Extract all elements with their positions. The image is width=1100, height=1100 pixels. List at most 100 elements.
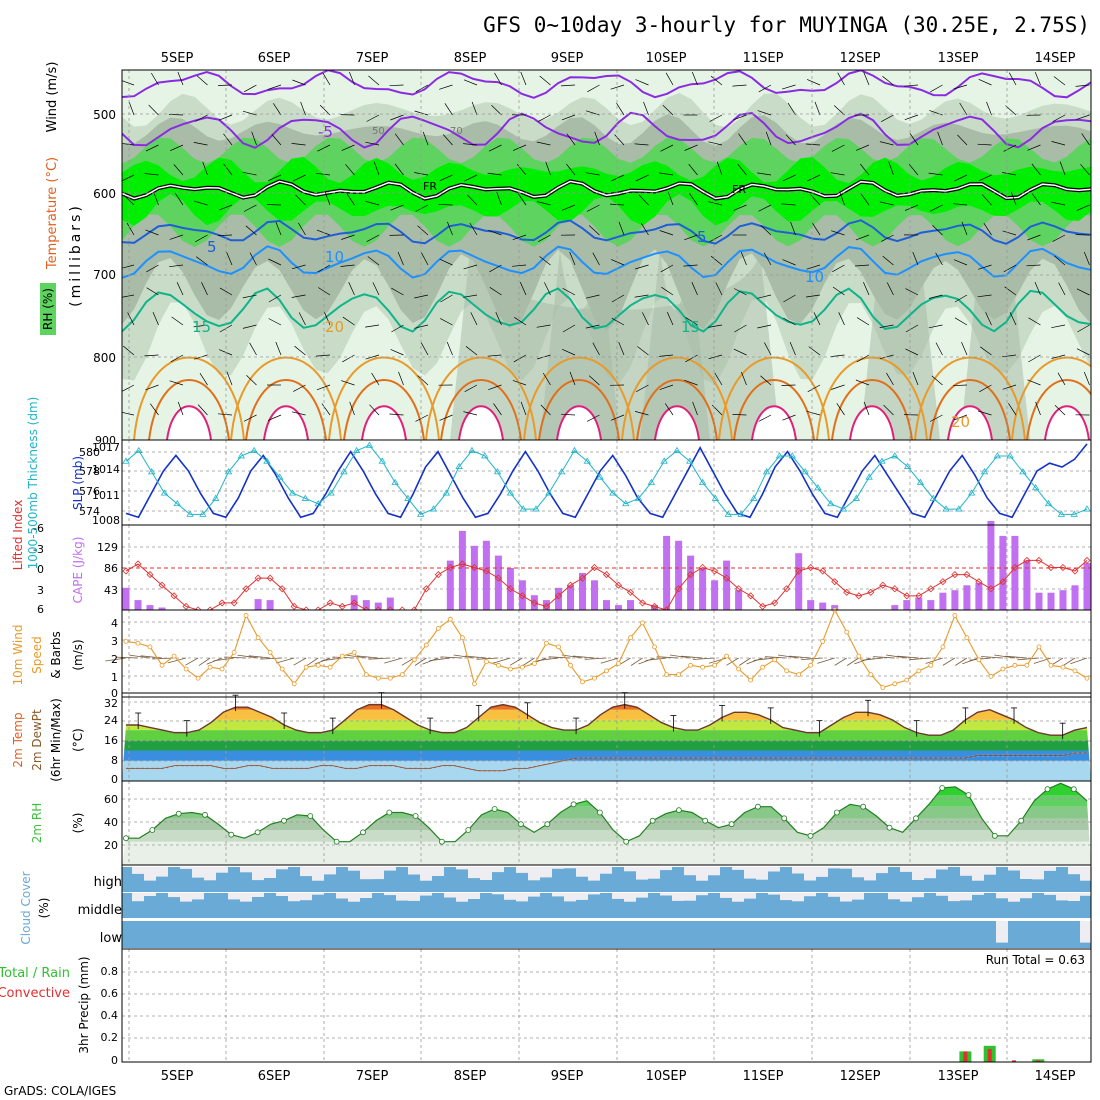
barb-134: [464, 174, 478, 182]
barb-162: [175, 193, 184, 206]
barb-173: [438, 203, 453, 206]
cape-bar-57: [807, 600, 815, 610]
barb-60: [616, 103, 625, 116]
wind10-barb-30: [464, 655, 487, 659]
barb-388: [808, 346, 821, 356]
barb-471: [883, 404, 894, 416]
label-freezing-2: FR: [732, 183, 746, 196]
li-point-62: [867, 588, 875, 596]
contour-20-lobe-1: [230, 356, 342, 440]
barb-336: [514, 317, 527, 326]
wind10-barb-9: [213, 657, 235, 662]
barb-456: [520, 401, 527, 416]
cloud-middle-gap-73: [1008, 893, 1020, 902]
barb-102: [660, 144, 674, 152]
rh-point-36: [597, 809, 603, 816]
contour-15: [122, 287, 1091, 333]
wind10-barb-13: [260, 657, 283, 660]
thickness-point-58: [865, 473, 873, 480]
wind10-point-39: [592, 675, 597, 681]
li-point-4: [170, 592, 178, 600]
barb-333: [440, 318, 453, 326]
cloud-high-gap-43: [648, 867, 660, 879]
thick-tick-578: 578: [79, 465, 100, 478]
precip-ylabel-c: 3hr Precip (mm): [77, 956, 91, 1053]
wind10-barb-5: [167, 657, 187, 664]
cloud-middle-gap-35: [552, 893, 564, 897]
barb-97: [536, 141, 551, 146]
wind10-barb-31: [476, 657, 499, 660]
barb-206: [275, 221, 282, 236]
upper-tick-900: 900: [95, 434, 116, 447]
cape-ylabel: CAPE (J/kg): [71, 537, 85, 604]
barb-99: [594, 131, 600, 146]
barb-450: [369, 404, 380, 416]
rh-band-0: [122, 841, 1091, 865]
barb-466: [758, 414, 772, 422]
wind10-tick-0: 0: [111, 687, 118, 700]
barb-224: [709, 234, 723, 243]
thickness-point-30: [506, 489, 515, 496]
barb-350: [856, 317, 870, 326]
barb-61: [643, 101, 649, 116]
cloud-middle-gap-41: [624, 893, 636, 902]
wind10-point-0: [123, 639, 129, 644]
barb-12: [415, 84, 429, 93]
temp-band-0: [122, 760, 1091, 781]
barb-182: [667, 191, 674, 206]
wind10-barb-49: [692, 657, 715, 660]
wind10-barb-51: [726, 657, 739, 666]
cloud-high-gap-23: [408, 867, 420, 875]
thickness-point-70: [1019, 468, 1027, 475]
li-point-64: [891, 585, 899, 593]
barb-404: [226, 371, 233, 386]
li-point-0: [122, 567, 130, 575]
thickness-point-53: [801, 468, 809, 475]
wind10-point-73: [1000, 666, 1006, 672]
barb-161: [153, 191, 159, 206]
cloud-high-gap-44: [660, 867, 672, 871]
cloud-high-gap-55: [792, 867, 804, 874]
cloud-high-gap-61: [864, 867, 876, 881]
barb-444: [217, 413, 233, 416]
li-point-56: [795, 567, 803, 575]
barb-122: [173, 164, 184, 176]
label-5a: 5: [207, 238, 217, 256]
upper-ylabel-units: (millibars): [68, 203, 84, 307]
thickness-point-24: [429, 505, 438, 512]
wind10-point-40: [604, 668, 609, 674]
wind10-point-64: [892, 681, 898, 687]
barb-104: [708, 141, 723, 146]
barb-396: [1002, 354, 1017, 358]
li-point-78: [1059, 563, 1067, 572]
wind10-barb-61: [846, 657, 859, 666]
wind10-barb-59: [817, 657, 835, 664]
thickness-point-41: [647, 478, 656, 485]
li-point-29: [470, 563, 478, 572]
wind10-point-53: [760, 664, 766, 670]
cloud-middle-bg: [122, 893, 1091, 918]
barb-8: [322, 72, 331, 86]
thickness-point-62: [916, 478, 925, 485]
cloud-middle-gap-18: [348, 893, 360, 902]
barb-343: [685, 317, 698, 326]
li-point-12: [266, 574, 274, 582]
cape-bar-58: [819, 602, 827, 610]
cloud-middle-gap-79: [1080, 893, 1092, 896]
wind10-point-48: [700, 664, 705, 670]
cloud-middle-gap-10: [252, 893, 264, 897]
wind10-barb-46: [656, 656, 679, 659]
precip-tick-06: 0.6: [101, 987, 119, 1000]
cape-bar-69: [951, 590, 959, 610]
barb-369: [342, 354, 355, 363]
barb-159: [1080, 164, 1090, 176]
barb-184: [708, 201, 723, 206]
barb-67: [787, 102, 796, 116]
li-point-8: [218, 599, 226, 607]
rh2m-panel: 60 40 20 2m RH (%): [30, 780, 1092, 866]
rh-legend-swatch: [40, 283, 56, 335]
cloud-high-gap-65: [912, 867, 924, 880]
barb-1: [150, 72, 159, 86]
wind10-grid: [122, 610, 1091, 697]
